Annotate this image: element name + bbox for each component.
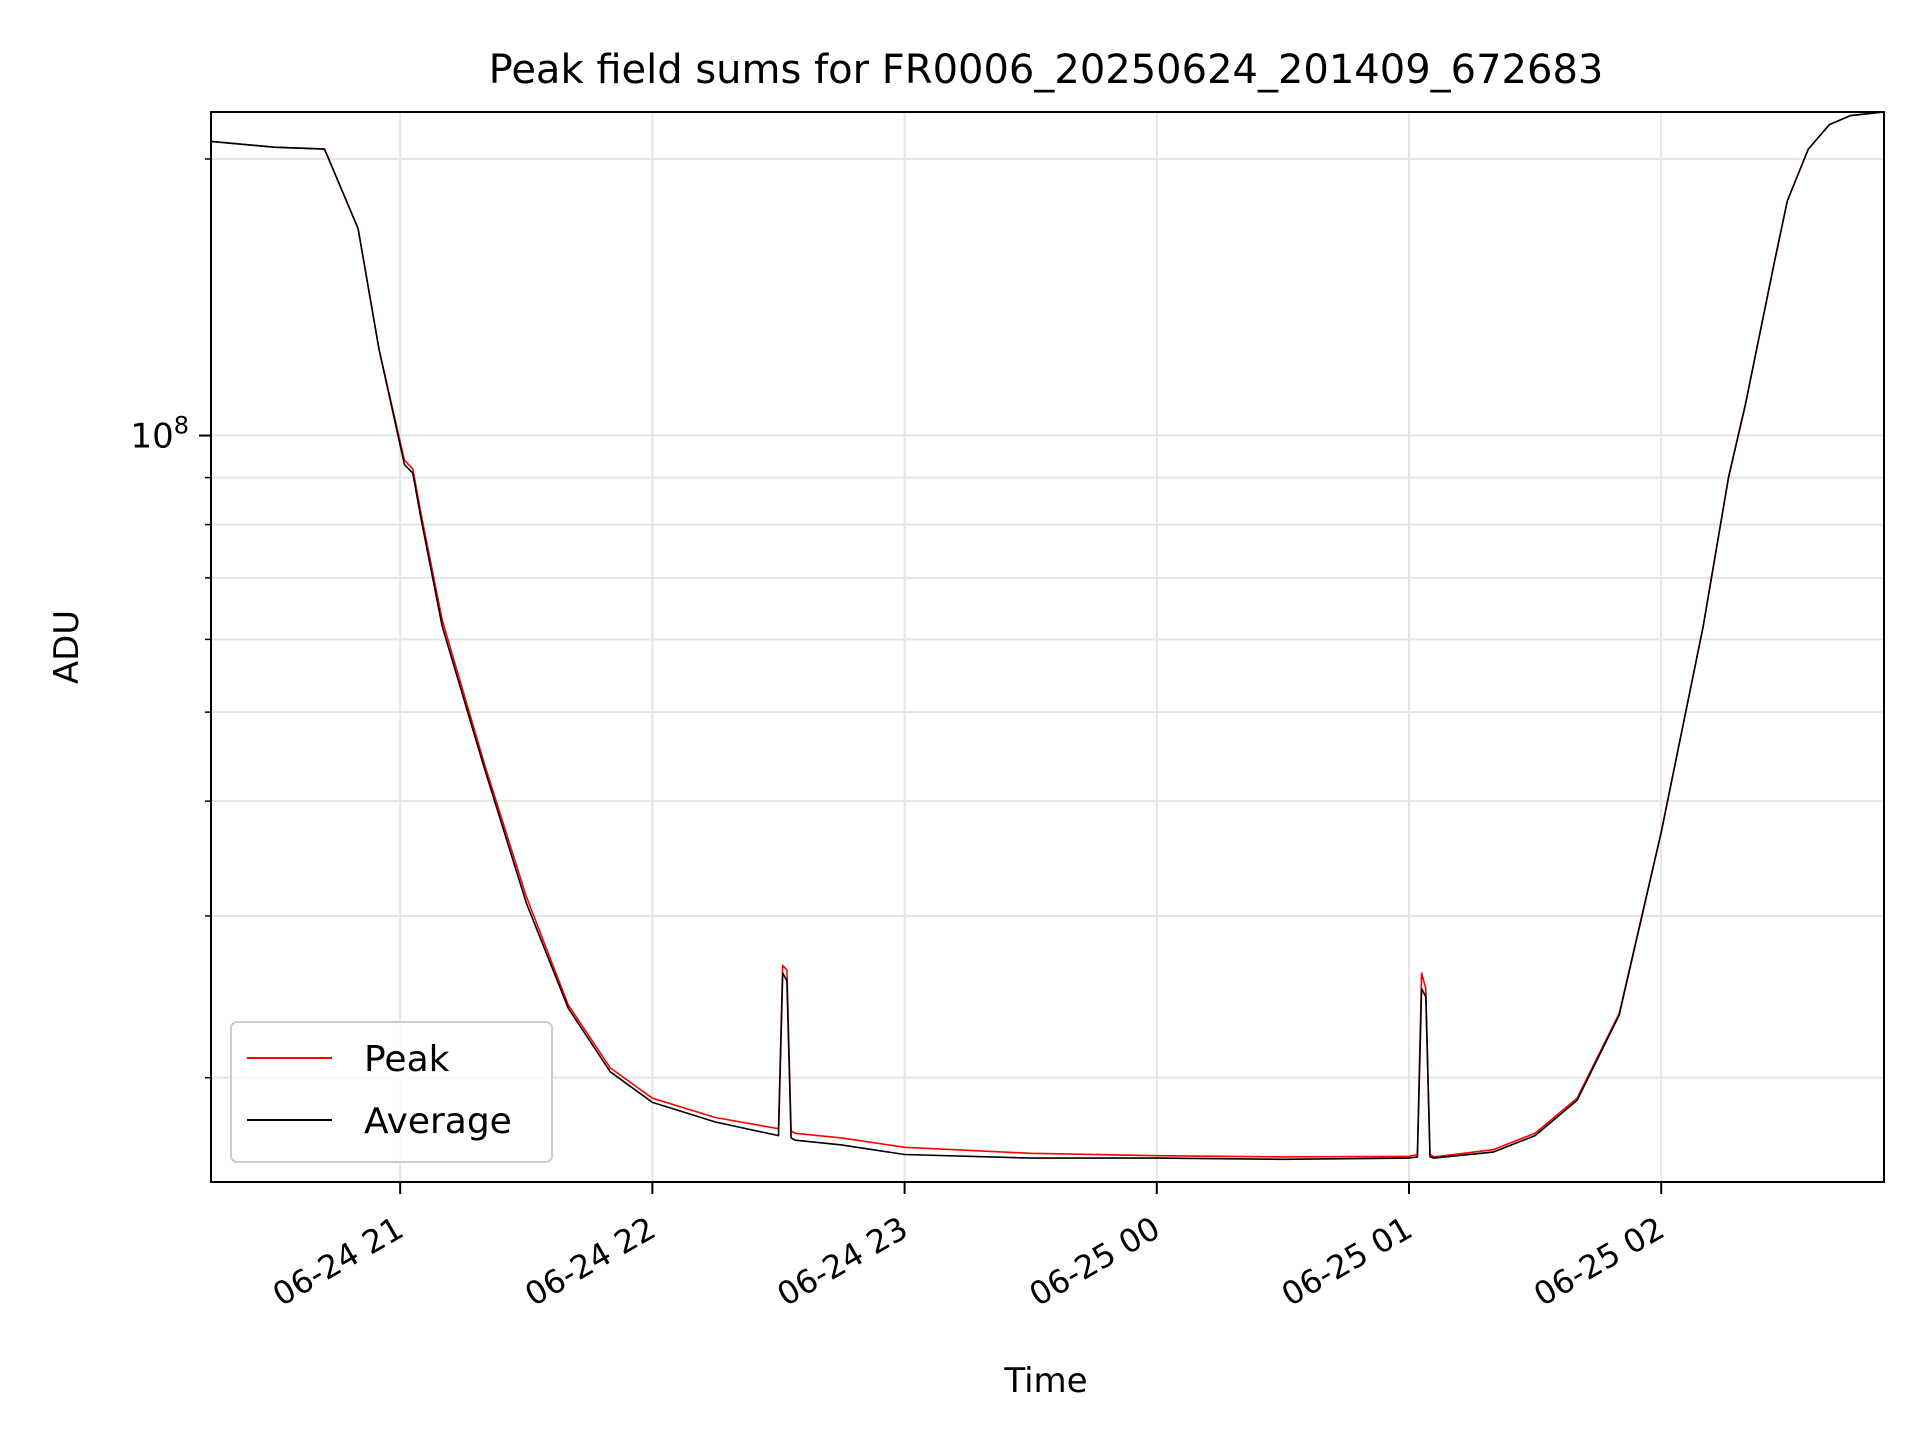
plot-area-frame <box>210 111 1885 1183</box>
legend-label-peak: Peak <box>364 1039 450 1080</box>
legend: Peak Average <box>230 1021 553 1163</box>
series-line-average <box>210 111 1885 1161</box>
y-tick-label: 108 <box>130 412 189 457</box>
grid <box>211 112 1884 1182</box>
series-lines <box>210 111 1885 1161</box>
legend-label-average: Average <box>364 1101 512 1142</box>
chart-title: Peak field sums for FR0006_20250624_2014… <box>489 47 1604 93</box>
y-axis-ticks: 108 <box>130 158 211 1079</box>
y-axis-label: ADU <box>47 610 87 684</box>
x-axis-label: Time <box>1003 1361 1087 1401</box>
